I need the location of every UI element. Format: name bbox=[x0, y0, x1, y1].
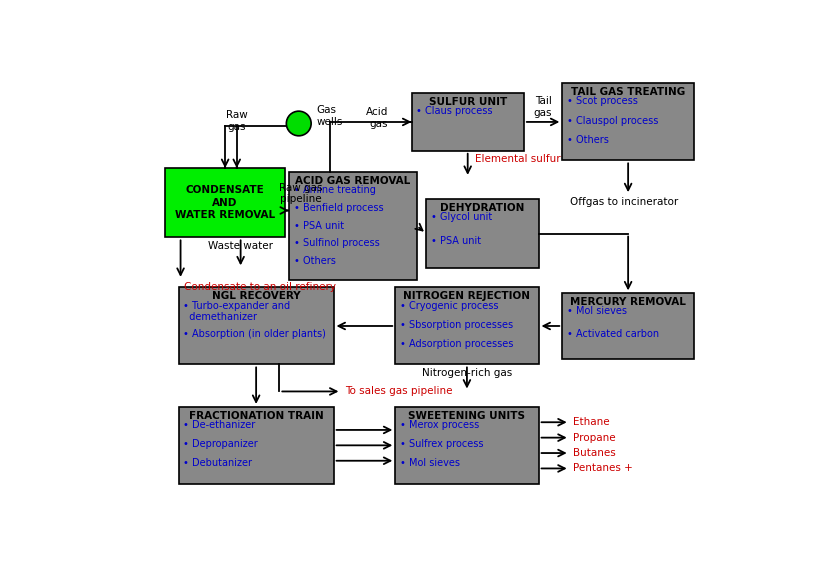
Text: Gas
wells: Gas wells bbox=[317, 105, 343, 126]
FancyBboxPatch shape bbox=[289, 172, 417, 280]
FancyBboxPatch shape bbox=[165, 168, 286, 238]
Text: • Debutanizer: • Debutanizer bbox=[183, 458, 252, 468]
Text: Tail
gas: Tail gas bbox=[533, 96, 553, 118]
Text: ACID GAS REMOVAL: ACID GAS REMOVAL bbox=[296, 176, 411, 186]
Text: Nitrogen-rich gas: Nitrogen-rich gas bbox=[422, 369, 512, 378]
Text: Pentanes +: Pentanes + bbox=[574, 463, 633, 473]
Text: To sales gas pipeline: To sales gas pipeline bbox=[345, 387, 453, 396]
Text: • PSA unit: • PSA unit bbox=[294, 221, 344, 231]
Text: FRACTIONATION TRAIN: FRACTIONATION TRAIN bbox=[189, 411, 323, 421]
Text: • Sbsorption processes: • Sbsorption processes bbox=[400, 320, 513, 330]
Text: • Activated carbon: • Activated carbon bbox=[567, 329, 659, 339]
Circle shape bbox=[286, 111, 311, 136]
Text: • De-ethanizer: • De-ethanizer bbox=[183, 420, 255, 430]
FancyBboxPatch shape bbox=[562, 83, 694, 160]
Text: • Clauspol process: • Clauspol process bbox=[567, 116, 659, 126]
Text: CONDENSATE
AND
WATER REMOVAL: CONDENSATE AND WATER REMOVAL bbox=[175, 185, 276, 220]
Text: Waste water: Waste water bbox=[208, 242, 273, 251]
FancyBboxPatch shape bbox=[179, 287, 333, 365]
Text: • Merox process: • Merox process bbox=[400, 420, 479, 430]
Text: Butanes: Butanes bbox=[574, 448, 617, 458]
Text: NGL RECOVERY: NGL RECOVERY bbox=[212, 291, 301, 301]
Text: • Glycol unit: • Glycol unit bbox=[431, 212, 492, 222]
Text: • Absorption (in older plants): • Absorption (in older plants) bbox=[183, 328, 326, 338]
Text: Offgas to incinerator: Offgas to incinerator bbox=[570, 197, 679, 208]
Text: • Cryogenic process: • Cryogenic process bbox=[400, 301, 498, 311]
Text: • Adsorption processes: • Adsorption processes bbox=[400, 339, 513, 349]
Text: • Sulfinol process: • Sulfinol process bbox=[294, 238, 380, 248]
FancyBboxPatch shape bbox=[412, 93, 524, 151]
Text: • Mol sieves: • Mol sieves bbox=[567, 306, 627, 316]
FancyBboxPatch shape bbox=[426, 199, 538, 268]
Text: • Sulfrex process: • Sulfrex process bbox=[400, 439, 483, 449]
Text: Elemental sulfur: Elemental sulfur bbox=[475, 154, 561, 164]
Text: • Others: • Others bbox=[294, 256, 336, 266]
Text: TAIL GAS TREATING: TAIL GAS TREATING bbox=[571, 87, 685, 98]
Text: SWEETENING UNITS: SWEETENING UNITS bbox=[408, 411, 526, 421]
Text: Propane: Propane bbox=[574, 433, 616, 443]
Text: • Turbo-expander and
  demethanizer: • Turbo-expander and demethanizer bbox=[183, 301, 291, 322]
Text: Raw gas
pipeline: Raw gas pipeline bbox=[279, 183, 323, 204]
Text: Raw
gas: Raw gas bbox=[226, 111, 248, 132]
FancyBboxPatch shape bbox=[179, 407, 333, 484]
Text: NITROGEN REJECTION: NITROGEN REJECTION bbox=[403, 291, 530, 301]
Text: Condensate to an oil refinery: Condensate to an oil refinery bbox=[185, 282, 337, 292]
FancyBboxPatch shape bbox=[562, 293, 694, 359]
Text: • Scot process: • Scot process bbox=[567, 96, 638, 107]
Text: • Mol sieves: • Mol sieves bbox=[400, 458, 459, 468]
Text: • Others: • Others bbox=[567, 135, 609, 145]
Text: DEHYDRATION: DEHYDRATION bbox=[440, 203, 525, 213]
Text: • Amine treating: • Amine treating bbox=[294, 185, 375, 195]
Text: MERCURY REMOVAL: MERCURY REMOVAL bbox=[570, 297, 686, 307]
Text: • Benfield process: • Benfield process bbox=[294, 203, 383, 213]
Text: • Depropanizer: • Depropanizer bbox=[183, 439, 258, 449]
FancyBboxPatch shape bbox=[396, 407, 538, 484]
FancyBboxPatch shape bbox=[396, 287, 538, 365]
Text: SULFUR UNIT: SULFUR UNIT bbox=[428, 97, 507, 107]
Text: Acid
gas: Acid gas bbox=[366, 107, 388, 129]
Text: • Claus process: • Claus process bbox=[416, 106, 493, 116]
Text: Ethane: Ethane bbox=[574, 417, 610, 428]
Text: • PSA unit: • PSA unit bbox=[431, 236, 481, 247]
